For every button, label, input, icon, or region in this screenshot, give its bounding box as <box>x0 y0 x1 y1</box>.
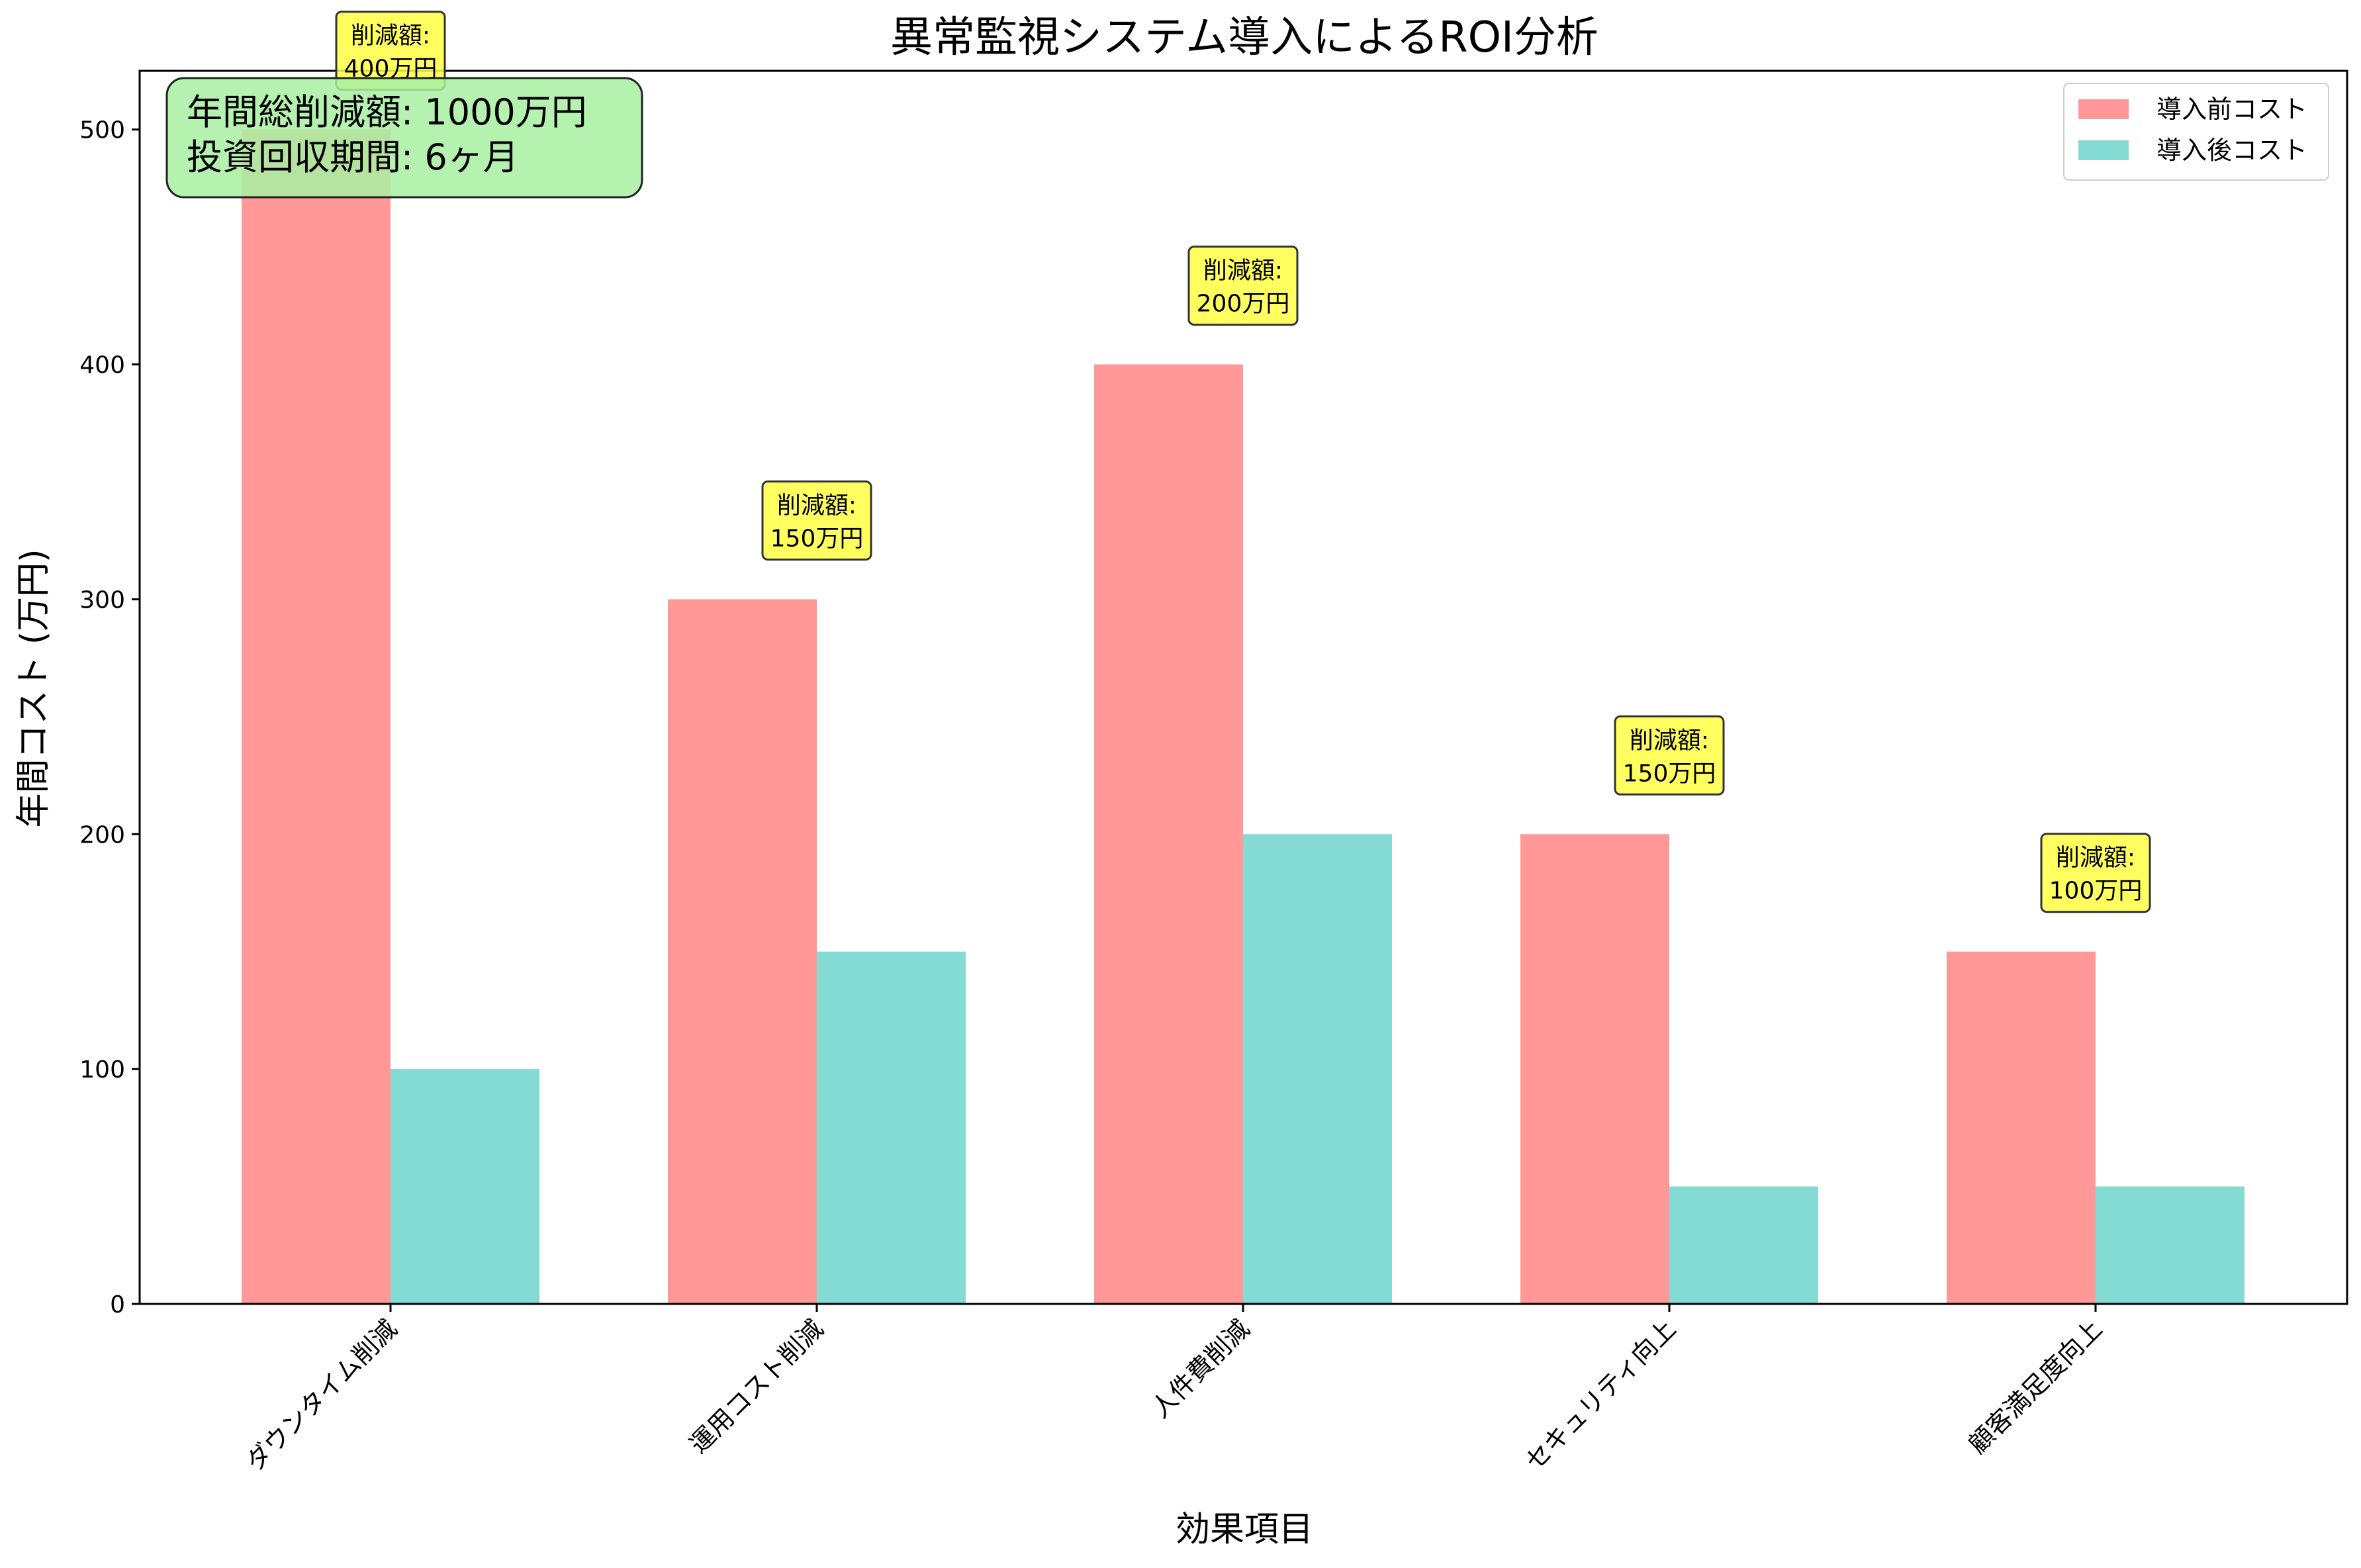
bar-before-1 <box>668 599 817 1304</box>
savings-annotation-1: 削減額: 150万円 <box>761 480 872 561</box>
savings-annotation-value-3: 150万円 <box>1623 760 1716 787</box>
bar-after-4 <box>2096 1186 2245 1304</box>
chart-title: 異常監視システム導入によるROI分析 <box>890 13 1598 62</box>
annotations-layer: 削減額:400万円削減額:150万円削減額:200万円削減額:150万円削減額:… <box>335 11 2151 913</box>
legend-swatch-after <box>2078 140 2129 160</box>
legend: 導入前コスト 導入後コスト <box>2063 83 2329 181</box>
legend-frame <box>2063 83 2329 181</box>
legend-label-after: 導入後コスト <box>2156 136 2307 165</box>
savings-annotation-label-2: 削減額: <box>1203 257 1283 285</box>
legend-label-before: 導入前コスト <box>2156 95 2307 124</box>
bar-after-3 <box>1669 1186 1818 1304</box>
summary-box-background <box>165 77 643 199</box>
savings-annotation-value-1: 150万円 <box>770 525 864 552</box>
y-tick-label-2: 200 <box>79 821 125 849</box>
savings-annotation-label-3: 削減額: <box>1630 727 1709 754</box>
bar-before-3 <box>1520 834 1669 1304</box>
y-tick-label-4: 400 <box>79 352 125 379</box>
savings-annotation-label-0: 削減額: <box>351 23 430 50</box>
savings-annotation-4: 削減額: 100万円 <box>2040 833 2151 913</box>
bar-before-0 <box>242 129 391 1305</box>
y-tick-label-3: 300 <box>79 586 125 614</box>
summary-payback-period: 投資回収期間: 6ヶ月 <box>187 136 519 178</box>
savings-annotation-2: 削減額: 200万円 <box>1187 246 1299 326</box>
savings-annotation-3: 削減額: 150万円 <box>1614 715 1725 796</box>
x-axis-label: 効果項目 <box>1176 1510 1313 1549</box>
savings-annotation-box-3 <box>1614 715 1725 796</box>
bar-after-2 <box>1243 834 1392 1304</box>
bar-before-4 <box>1947 951 2096 1304</box>
y-tick-label-5: 500 <box>79 117 125 144</box>
bar-after-1 <box>817 951 966 1304</box>
savings-annotation-value-4: 100万円 <box>2049 878 2143 905</box>
y-tick-label-0: 0 <box>110 1291 125 1318</box>
savings-annotation-label-1: 削減額: <box>777 492 856 519</box>
y-axis-label: 年間コスト (万円) <box>14 549 54 827</box>
bar-after-0 <box>391 1069 539 1304</box>
y-tick-label-1: 100 <box>79 1056 125 1084</box>
legend-swatch-before <box>2078 99 2129 119</box>
bars-layer <box>242 129 2245 1305</box>
savings-annotation-box-4 <box>2040 833 2151 913</box>
savings-annotation-box-2 <box>1187 246 1299 326</box>
bar-before-2 <box>1094 364 1243 1304</box>
savings-annotation-label-4: 削減額: <box>2056 845 2135 872</box>
savings-annotation-box-1 <box>761 480 872 561</box>
plot-frame <box>138 69 2348 1305</box>
summary-total-savings: 年間総削減額: 1000万円 <box>187 91 587 133</box>
summary-box: 年間総削減額: 1000万円 投資回収期間: 6ヶ月 <box>165 77 643 199</box>
savings-annotation-value-2: 200万円 <box>1197 291 1290 318</box>
